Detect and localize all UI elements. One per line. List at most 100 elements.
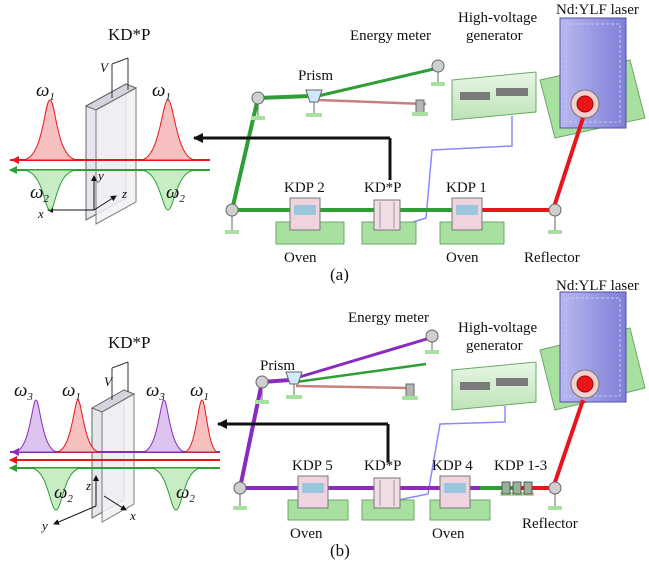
prism-label-a: Prism xyxy=(298,68,333,84)
prism-a xyxy=(305,89,323,117)
hv-label-line1-b: High-voltage xyxy=(458,320,537,336)
voltage-label-a: V xyxy=(100,60,110,75)
prism-b xyxy=(285,371,303,399)
energy-meter-label-b: Energy meter xyxy=(348,310,429,326)
mirrors-a xyxy=(225,59,562,234)
pulse-green-left-b xyxy=(29,467,83,511)
oven-kdp5-b xyxy=(287,475,349,521)
oven-right-label-b: Oven xyxy=(432,526,465,542)
beams-b xyxy=(238,336,585,490)
kdp1-label-a: KDP 1 xyxy=(446,180,487,196)
omega2-left-b: ω2 xyxy=(54,482,73,505)
pulse-red-left-b xyxy=(55,399,101,453)
hv-generator-b xyxy=(451,361,537,411)
axis-z-a: z xyxy=(121,186,127,201)
reflector-label-a: Reflector xyxy=(524,250,580,266)
omega1-left-b: ω1 xyxy=(62,380,81,403)
oven-left-label-b: Oven xyxy=(290,526,323,542)
omega1-left-a-sym: ω xyxy=(36,80,49,101)
hv-label-line1-a: High-voltage xyxy=(458,10,537,26)
caption-b: (b) xyxy=(330,541,350,560)
kdp2-label-a: KDP 2 xyxy=(284,180,325,196)
oven-kdp4-b xyxy=(429,475,491,521)
hv-label-line2-a: generator xyxy=(466,28,523,44)
pulse-purple-right-b xyxy=(141,399,187,453)
hv-generator-a xyxy=(451,71,537,121)
crystal-title-b: KD*P xyxy=(108,333,151,352)
axis-y-a: y xyxy=(96,168,104,183)
kdp13-label-b: KDP 1-3 xyxy=(494,458,547,474)
mirrors-b xyxy=(233,329,562,510)
omega2-left-b-sym: ω xyxy=(54,482,67,503)
oven-left-label-a: Oven xyxy=(284,250,317,266)
crystal-inset-b xyxy=(9,361,220,525)
laser-b xyxy=(539,291,646,411)
axis-z-b: z xyxy=(85,478,91,493)
omega2-left-b-sub: 2 xyxy=(67,493,73,505)
crystal-inset-a xyxy=(9,57,210,225)
pulse-purple-left-b xyxy=(13,399,59,453)
omega2-right-b: ω2 xyxy=(176,482,195,505)
omega2-right-b-sub: 2 xyxy=(189,493,195,505)
hv-cable-b xyxy=(397,406,506,501)
pulse-red-right-b xyxy=(183,399,219,453)
omega2-left-a: ω2 xyxy=(30,182,49,205)
hv-cable-a xyxy=(399,116,513,227)
omega1-left-a-sub: 1 xyxy=(49,91,55,103)
omega3-left-b-sym: ω xyxy=(14,380,27,401)
reflector-label-b: Reflector xyxy=(522,516,578,532)
omega3-left-b: ω3 xyxy=(14,380,33,403)
pulse-green-right-a xyxy=(139,169,197,211)
pulse-red-left-a xyxy=(21,99,79,161)
omega1-left-b-sub: 1 xyxy=(75,391,81,403)
kdp4-label-b: KDP 4 xyxy=(432,458,473,474)
omega1-right-a-sub: 1 xyxy=(165,91,171,103)
caption-a: (a) xyxy=(330,265,349,284)
omega2-right-a-sym: ω xyxy=(166,182,179,203)
crystal-title-a: KD*P xyxy=(108,25,151,44)
omega2-right-a-sub: 2 xyxy=(179,193,185,205)
omega3-left-b-sub: 3 xyxy=(26,391,33,403)
oven-kdp2-a xyxy=(275,197,345,245)
pulse-red-right-a xyxy=(139,99,197,161)
pulse-green-right-b xyxy=(149,467,203,511)
omega1-right-a-sym: ω xyxy=(152,80,165,101)
oven-kdp1-a xyxy=(439,197,505,245)
oven-right-label-a: Oven xyxy=(446,250,479,266)
prism-label-b: Prism xyxy=(260,358,295,374)
omega2-left-a-sym: ω xyxy=(30,182,43,203)
energy-meter-label-a: Energy meter xyxy=(350,28,431,44)
omega1-right-a: ω1 xyxy=(152,80,171,103)
axis-x-b: x xyxy=(129,508,136,523)
laser-label-b: Nd:YLF laser xyxy=(556,278,639,294)
laser-a xyxy=(539,17,646,139)
voltage-label-b: V xyxy=(104,374,114,389)
kdp5-label-b: KDP 5 xyxy=(292,458,333,474)
omega3-right-b-sym: ω xyxy=(146,380,159,401)
omega2-left-a-sub: 2 xyxy=(43,193,49,205)
panel-b: KD*P V ω3 ω1 ω3 ω1 ω2 ω2 y z x Energy me… xyxy=(9,278,646,560)
omega2-right-b-sym: ω xyxy=(176,482,189,503)
kdstarp-label-b: KD*P xyxy=(364,458,402,474)
omega3-right-b: ω3 xyxy=(146,380,165,403)
panel-a: KD*P V ω1 ω1 ω2 ω2 x y z Energy meter Hi… xyxy=(9,2,646,284)
omega1-left-a: ω1 xyxy=(36,80,55,103)
laser-label-a: Nd:YLF laser xyxy=(556,2,639,18)
kdstarp-label-a: KD*P xyxy=(364,180,402,196)
kdstarp-cell-a xyxy=(361,199,417,245)
kdstarp-cell-b xyxy=(361,477,415,521)
omega1-left-b-sym: ω xyxy=(62,380,75,401)
hv-label-line2-b: generator xyxy=(466,338,523,354)
beams-a xyxy=(230,66,585,212)
pulse-green-left-a xyxy=(21,169,79,211)
axis-y-b: y xyxy=(40,518,48,533)
omega1-right-b-sub: 1 xyxy=(203,391,209,403)
omega3-right-b-sub: 3 xyxy=(158,391,165,403)
axis-x-a: x xyxy=(37,206,44,221)
omega1-right-b-sym: ω xyxy=(190,380,203,401)
omega1-right-b: ω1 xyxy=(190,380,209,403)
omega2-right-a: ω2 xyxy=(166,182,185,205)
kdp13-crystals-b xyxy=(500,481,534,496)
